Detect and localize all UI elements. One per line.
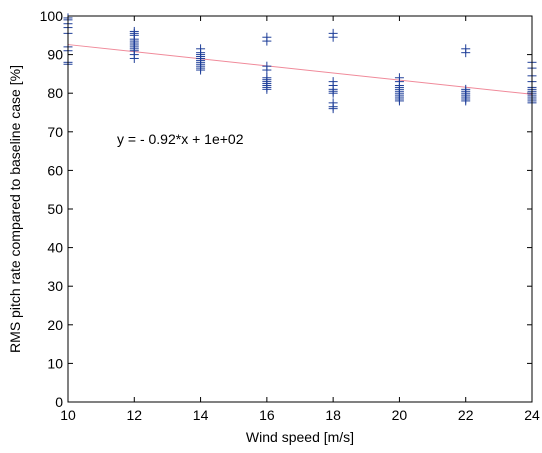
y-tick-label: 20 xyxy=(47,317,63,333)
data-point xyxy=(328,88,338,98)
data-point xyxy=(262,36,272,46)
y-tick-label: 30 xyxy=(47,278,63,294)
x-tick-label: 20 xyxy=(392,407,408,423)
plot-area xyxy=(68,16,532,402)
data-point xyxy=(328,32,338,42)
data-point xyxy=(262,84,272,94)
fit-line xyxy=(67,44,533,95)
x-tick-label: 14 xyxy=(193,407,209,423)
fit-equation: y = - 0.92*x + 1e+02 xyxy=(117,131,244,147)
y-axis-title: RMS pitch rate compared to baseline case… xyxy=(7,65,23,353)
x-tick-label: 12 xyxy=(126,407,142,423)
y-tick-label: 100 xyxy=(40,8,64,24)
plot-frame xyxy=(67,15,533,403)
x-tick-label: 18 xyxy=(325,407,341,423)
data-point xyxy=(262,65,272,75)
x-axis-title: Wind speed [m/s] xyxy=(246,429,354,445)
y-tick-label: 0 xyxy=(55,394,63,410)
data-point xyxy=(461,48,471,58)
y-tick-label: 80 xyxy=(47,85,63,101)
x-tick-label: 24 xyxy=(524,407,540,423)
x-tick-label: 16 xyxy=(259,407,275,423)
y-tick-label: 70 xyxy=(47,124,63,140)
y-tick-label: 40 xyxy=(47,240,63,256)
x-tick-label: 22 xyxy=(458,407,474,423)
data-point xyxy=(394,96,404,106)
y-tick-label: 10 xyxy=(47,355,63,371)
data-point xyxy=(461,96,471,106)
y-tick-label: 60 xyxy=(47,162,63,178)
fit-layer xyxy=(67,44,533,95)
data-point xyxy=(129,53,139,63)
y-tick-label: 50 xyxy=(47,201,63,217)
data-point xyxy=(196,65,206,75)
y-tick-label: 90 xyxy=(47,47,63,63)
x-tick-label: 10 xyxy=(60,407,76,423)
data-point xyxy=(328,104,338,114)
